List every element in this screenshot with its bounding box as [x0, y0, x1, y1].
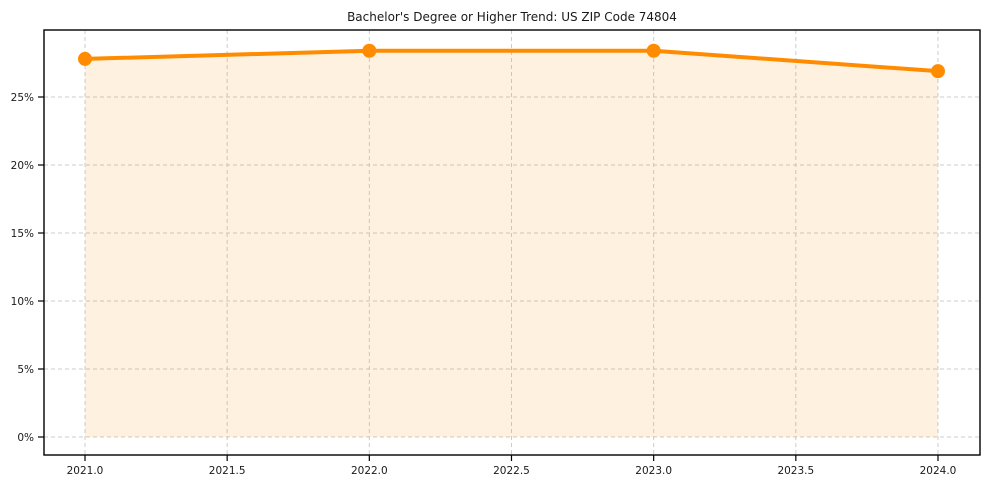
y-axis-tick-label: 20% [11, 160, 34, 172]
y-axis-tick-label: 5% [17, 364, 34, 376]
tick-labels-group: 2021.0 2021.5 2022.0 2022.5 2023.0 2023.5 2024… [11, 92, 957, 477]
data-point-marker [930, 64, 945, 79]
area-fill [85, 50, 938, 437]
data-point-marker [646, 43, 661, 58]
x-axis-tick-label: 2021.0 [67, 465, 104, 477]
axis-ticks-group [38, 96, 939, 461]
markers-group [78, 43, 945, 79]
x-axis-tick-label: 2023.0 [635, 465, 672, 477]
y-axis-tick-label: 15% [11, 228, 34, 240]
x-axis-tick-label: 2024.0 [920, 465, 957, 477]
trend-line-group [83, 48, 940, 74]
x-axis-tick-label: 2021.5 [209, 465, 246, 477]
x-axis-tick-label: 2022.5 [493, 465, 530, 477]
trend-line [83, 48, 940, 74]
x-axis-tick-label: 2022.0 [351, 465, 388, 477]
y-axis-tick-label: 10% [11, 296, 34, 308]
y-axis-tick-label: 25% [11, 92, 34, 104]
x-axis-tick-label: 2023.5 [777, 465, 814, 477]
chart-title: Bachelor's Degree or Higher Trend: US ZI… [347, 10, 677, 24]
gridlines-group [44, 30, 980, 455]
area-fill-group [85, 50, 938, 437]
y-axis-tick-label: 0% [17, 432, 34, 444]
data-point-marker [78, 51, 92, 66]
data-point-marker [362, 43, 377, 58]
